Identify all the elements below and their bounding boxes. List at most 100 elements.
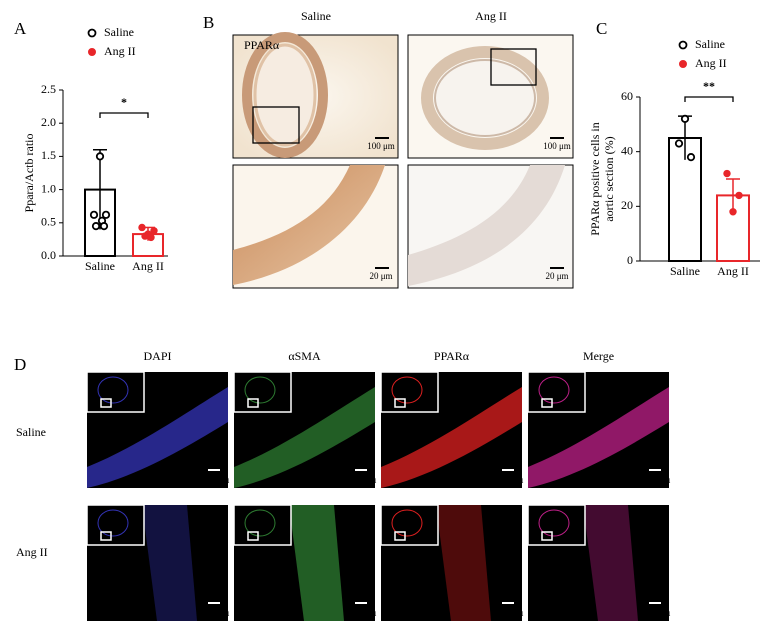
data-point — [138, 223, 146, 232]
y-tick-label: 20 — [621, 198, 633, 212]
inset — [86, 504, 145, 546]
significance-label: ** — [703, 79, 715, 93]
inset — [527, 371, 586, 413]
column-header: PPARα — [434, 349, 470, 363]
x-tick-label: Ang II — [132, 259, 164, 273]
legend-marker — [678, 40, 688, 50]
data-point — [729, 208, 737, 216]
vessel — [434, 59, 536, 137]
inset-box — [247, 398, 259, 408]
scale-label: 100 μm — [367, 141, 395, 151]
inset — [380, 371, 439, 413]
inset-box — [541, 531, 553, 541]
tissue — [289, 505, 344, 621]
data-point — [150, 227, 158, 235]
inset-box — [100, 398, 112, 408]
legend-marker — [88, 48, 96, 56]
data-point — [723, 169, 731, 178]
inset — [380, 504, 439, 546]
vessel — [253, 43, 317, 147]
column-header: DAPI — [143, 349, 171, 363]
panel-d: DAPI αSMA PPARα Merge Saline Ang II 20 μm 20 μm… — [16, 349, 671, 621]
legend-marker — [87, 28, 97, 38]
data-point — [674, 139, 684, 148]
data-point — [147, 233, 155, 242]
tissue — [142, 505, 197, 621]
inset-box — [247, 531, 259, 541]
data-point — [141, 232, 149, 240]
tissue — [381, 387, 522, 488]
tissue — [436, 505, 491, 621]
x-tick-label: Saline — [670, 264, 700, 278]
column-header: Ang II — [475, 9, 507, 23]
legend-label: Ang II — [695, 56, 727, 70]
legend-label: Ang II — [104, 44, 136, 58]
inset — [527, 504, 586, 546]
column-header: Merge — [583, 349, 614, 363]
row-label: Ang II — [16, 545, 48, 559]
legend-label: Saline — [695, 37, 725, 51]
panel-label: B — [203, 13, 214, 32]
inset-vessel — [97, 509, 129, 537]
scale-label: 20 μm — [346, 605, 377, 619]
y-tick-label: 40 — [621, 143, 633, 157]
scale-label: 20 μm — [545, 271, 568, 281]
zoom-box — [490, 48, 537, 86]
y-tick-label: 1.5 — [41, 148, 56, 162]
y-tick-label: 2.5 — [41, 82, 56, 96]
scale-label: 20 μm — [640, 605, 671, 619]
panel-label: C — [596, 19, 607, 38]
scale-label: 100 μm — [543, 141, 571, 151]
y-tick-label: 0.5 — [41, 215, 56, 229]
scale-label: 20 μm — [493, 472, 524, 486]
row-label: Saline — [16, 425, 46, 439]
inset-vessel — [244, 376, 276, 404]
inset-vessel — [538, 509, 570, 537]
legend-marker — [679, 60, 687, 68]
data-point — [91, 222, 101, 231]
inset-vessel — [244, 509, 276, 537]
significance-bracket — [684, 96, 734, 102]
data-point — [95, 152, 105, 161]
data-point — [89, 210, 99, 219]
bar — [716, 194, 750, 262]
stain-label: PPARα — [244, 38, 280, 52]
inset — [233, 504, 292, 546]
inset — [86, 371, 145, 413]
significance-label: * — [121, 95, 127, 109]
y-tick-label: 2.0 — [41, 115, 56, 129]
y-axis-label: aortic section (%) — [602, 136, 616, 221]
inset-vessel — [391, 509, 423, 537]
panel-b: Saline Ang II PPARα 100 μm 100 μm 20 μm … — [232, 9, 574, 289]
inset-box — [541, 398, 553, 408]
data-point — [99, 222, 109, 231]
inset-vessel — [391, 376, 423, 404]
vessel-wall — [408, 165, 565, 286]
vessel — [242, 32, 328, 158]
column-header: Saline — [301, 9, 331, 23]
inset — [233, 371, 292, 413]
bar — [84, 188, 116, 258]
tissue — [234, 387, 375, 488]
scale-label: 20 μm — [369, 271, 392, 281]
inset-box — [394, 531, 406, 541]
tissue — [583, 505, 638, 621]
legend-label: Saline — [104, 25, 134, 39]
panel-label: A — [14, 19, 27, 38]
y-tick-label: 1.0 — [41, 181, 56, 195]
y-tick-label: 0.0 — [41, 248, 56, 262]
y-tick-label: 60 — [621, 89, 633, 103]
vessel — [421, 46, 549, 150]
data-point — [735, 191, 743, 200]
column-header: αSMA — [288, 349, 321, 363]
y-tick-label: 0 — [627, 253, 633, 267]
inset-box — [100, 531, 112, 541]
scale-label: 20 μm — [493, 605, 524, 619]
bar — [668, 137, 702, 262]
inset-vessel — [538, 376, 570, 404]
tissue — [87, 387, 228, 488]
y-axis-label: Ppara/Actb ratio — [22, 134, 36, 213]
zoom-box — [252, 106, 300, 144]
scale-label: 20 μm — [640, 472, 671, 486]
data-point — [101, 210, 111, 219]
